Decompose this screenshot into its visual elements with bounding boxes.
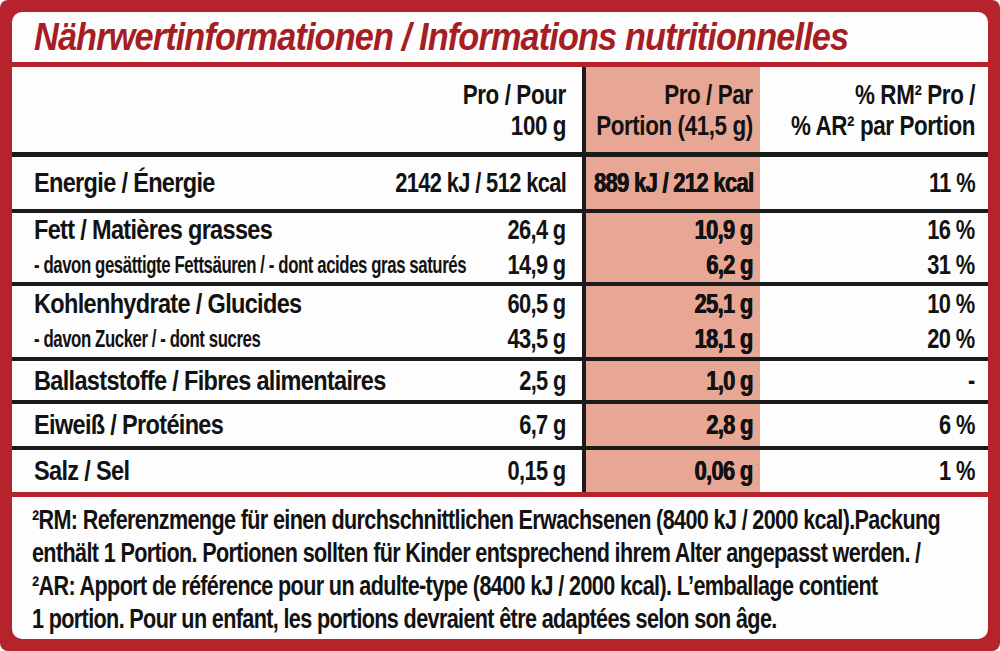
value-per-portion: 1,0 g [706, 365, 753, 397]
row-label: Kohlenhydrate / Glucides [34, 288, 301, 320]
table-row-protein: Eiweiß / Protéines 6,7 g 2,8 g 6 % [12, 404, 988, 446]
footnote-line: enthält 1 Portion. Portionen sollten für… [32, 537, 920, 570]
value-per-100g: 26,4 g [508, 214, 566, 246]
header-per-100g-line1: Pro / Pour [463, 79, 566, 110]
footnote-line: ²RM: Referenzmenge für einen durchschnit… [32, 504, 940, 537]
table-row-energy: Energie / Énergie 2142 kJ / 512 kcal 889… [12, 157, 988, 209]
header-per-portion: Pro / Par Portion (41,5 g) [582, 67, 760, 152]
reference-intake-footnote: ²RM: Referenzmenge für einen durchschnit… [12, 497, 988, 639]
label-title: Nährwertinformationen / Informations nut… [34, 15, 848, 59]
row-group-carbohydrate: Kohlenhydrate / Glucides 60,5 g 25,1 g 1… [12, 286, 988, 361]
header-percent-rm-line2: % AR² par Portion [791, 110, 975, 141]
row-label: Eiweiß / Protéines [34, 409, 223, 441]
row-sublabel: - davon Zucker / - dont sucres [34, 325, 260, 353]
row-group-fibre: Ballaststoffe / Fibres alimentaires 2,5 … [12, 361, 988, 404]
value-per-portion: 25,1 g [695, 288, 753, 320]
value-per-100g: 6,7 g [519, 409, 566, 441]
table-row-saturated-fat: - davon gesättigte Fettsäuren / - dont a… [12, 248, 988, 283]
value-per-portion: 0,06 g [695, 455, 753, 487]
row-label: Energie / Énergie [34, 167, 215, 199]
header-percent-rm-line1: % RM² Pro / [855, 79, 975, 110]
row-group-energy: Energie / Énergie 2142 kJ / 512 kcal 889… [12, 157, 988, 213]
row-label: Fett / Matières grasses [34, 214, 272, 246]
table-row-fibre: Ballaststoffe / Fibres alimentaires 2,5 … [12, 361, 988, 400]
value-percent-rm: 1 % [939, 455, 975, 487]
header-per-portion-line2: Portion (41,5 g) [596, 110, 753, 141]
footnote-line: 1 portion. Pour un enfant, les portions … [32, 603, 777, 636]
row-label: Ballaststoffe / Fibres alimentaires [34, 365, 386, 397]
table-header-row: Pro / Pour 100 g Pro / Par Portion (41,5… [12, 67, 988, 157]
table-row-carbohydrate: Kohlenhydrate / Glucides 60,5 g 25,1 g 1… [12, 286, 988, 322]
value-per-100g: 2,5 g [519, 365, 566, 397]
row-label: Salz / Sel [34, 455, 129, 487]
header-per-portion-line1: Pro / Par [664, 79, 753, 110]
value-percent-rm: 16 % [928, 214, 975, 246]
value-percent-rm: 20 % [928, 323, 975, 355]
value-per-portion: 10,9 g [695, 214, 753, 246]
nutrition-table: Pro / Pour 100 g Pro / Par Portion (41,5… [12, 67, 988, 492]
title-band: Nährwertinformationen / Informations nut… [12, 12, 988, 62]
value-per-portion: 18,1 g [695, 323, 753, 355]
label-inner-panel: Nährwertinformationen / Informations nut… [12, 12, 988, 639]
table-row-fat: Fett / Matières grasses 26,4 g 10,9 g 16… [12, 213, 988, 248]
row-sublabel: - davon gesättigte Fettsäuren / - dont a… [34, 251, 466, 279]
value-per-100g: 0,15 g [508, 455, 566, 487]
value-per-portion: 2,8 g [706, 409, 753, 441]
value-percent-rm: 11 % [929, 167, 975, 199]
header-per-100g: Pro / Pour 100 g [392, 67, 582, 152]
header-percent-rm: % RM² Pro / % AR² par Portion [760, 67, 988, 152]
value-percent-rm: 10 % [928, 288, 975, 320]
value-per-portion: 889 kJ / 212 kcal [594, 167, 753, 199]
row-group-salt: Salz / Sel 0,15 g 0,06 g 1 % [12, 450, 988, 492]
table-row-salt: Salz / Sel 0,15 g 0,06 g 1 % [12, 450, 988, 492]
value-per-100g: 14,9 g [508, 249, 566, 281]
row-group-fat: Fett / Matières grasses 26,4 g 10,9 g 16… [12, 213, 988, 286]
nutrition-label: Nährwertinformationen / Informations nut… [0, 0, 1000, 651]
footnote-line: ²AR: Apport de référence pour un adulte-… [32, 570, 878, 603]
value-per-portion: 6,2 g [706, 249, 753, 281]
value-percent-rm: 6 % [939, 409, 975, 441]
value-per-100g: 2142 kJ / 512 kcal [395, 167, 566, 199]
table-row-sugars: - davon Zucker / - dont sucres 43,5 g 18… [12, 322, 988, 358]
header-empty-cell [12, 67, 392, 152]
value-per-100g: 60,5 g [508, 288, 566, 320]
header-per-100g-line2: 100 g [511, 110, 566, 141]
value-percent-rm: - [968, 365, 975, 397]
value-per-100g: 43,5 g [508, 323, 566, 355]
value-percent-rm: 31 % [928, 249, 975, 281]
row-group-protein: Eiweiß / Protéines 6,7 g 2,8 g 6 % [12, 404, 988, 450]
